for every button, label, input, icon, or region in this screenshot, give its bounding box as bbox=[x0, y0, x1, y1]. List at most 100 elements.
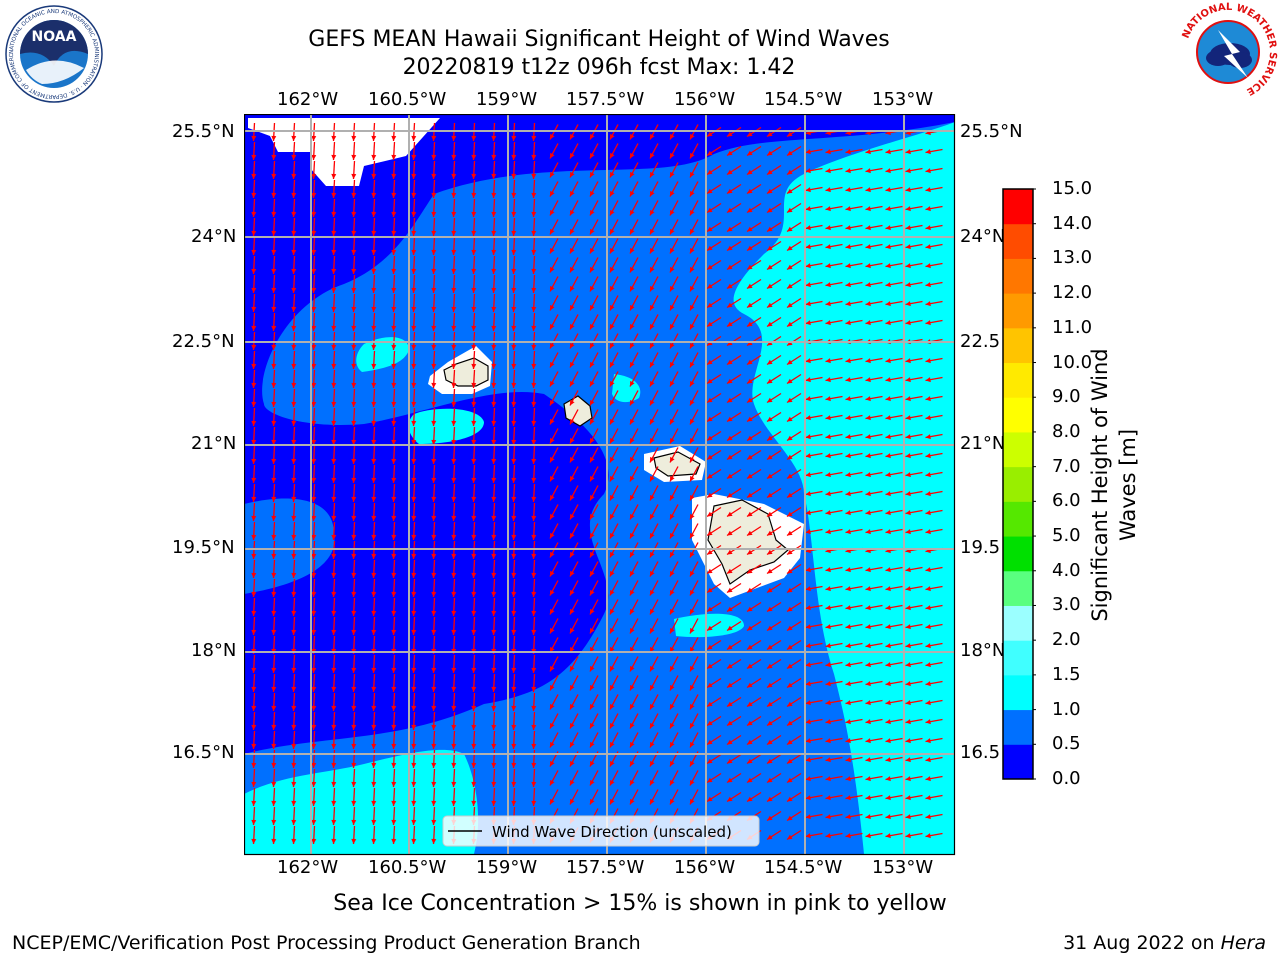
wave-direction-arrowhead bbox=[650, 209, 655, 216]
wave-direction-arrowhead bbox=[925, 529, 931, 535]
wave-direction-arrowhead bbox=[845, 776, 851, 782]
wave-direction-arrowhead bbox=[825, 453, 831, 459]
wave-direction-arrowhead bbox=[885, 434, 891, 440]
wave-direction-arrowhead bbox=[391, 211, 397, 217]
wave-direction-arrowhead bbox=[351, 154, 357, 160]
wave-direction-arrowhead bbox=[610, 380, 615, 387]
wave-direction-arrowhead bbox=[391, 268, 397, 274]
wave-direction-arrowhead bbox=[371, 439, 377, 445]
wave-direction-arrowhead bbox=[411, 572, 417, 578]
wave-direction-arrowhead bbox=[411, 534, 417, 540]
wave-direction-arrowhead bbox=[767, 739, 773, 745]
wave-direction-arrowhead bbox=[391, 230, 397, 236]
wave-direction-arrowhead bbox=[825, 605, 831, 611]
lon-label-top: 159°W bbox=[476, 89, 538, 110]
wave-direction-arrowhead bbox=[491, 382, 497, 388]
wave-direction-arrowhead bbox=[351, 572, 357, 578]
wave-direction-arrowhead bbox=[865, 491, 871, 497]
wave-direction-arrowhead bbox=[411, 287, 417, 293]
wave-direction-arrowhead bbox=[767, 701, 773, 707]
wave-direction-arrowhead bbox=[590, 722, 595, 729]
wave-direction-arrowhead bbox=[531, 173, 537, 179]
wave-direction-arrowhead bbox=[610, 266, 615, 273]
wave-direction-arrowhead bbox=[251, 477, 257, 483]
wave-direction-arrowhead bbox=[845, 814, 851, 820]
wave-direction-arrowhead bbox=[825, 149, 831, 155]
wave-direction-arrowhead bbox=[570, 228, 575, 235]
wave-direction-arrowhead bbox=[511, 211, 517, 217]
wave-direction-arrowhead bbox=[905, 605, 911, 611]
wave-direction-arrowhead bbox=[707, 226, 713, 232]
wave-direction-arrowhead bbox=[747, 264, 753, 270]
wave-direction-arrowhead bbox=[491, 230, 497, 236]
wave-direction-arrowhead bbox=[291, 667, 297, 673]
wave-direction-arrowhead bbox=[767, 226, 773, 232]
wave-direction-arrowhead bbox=[905, 168, 911, 174]
wave-direction-arrowhead bbox=[690, 627, 695, 634]
wave-direction-arrowhead bbox=[690, 589, 695, 596]
wave-direction-arrowhead bbox=[590, 304, 595, 311]
wave-direction-arrowhead bbox=[251, 610, 257, 616]
wave-direction-arrowhead bbox=[690, 399, 695, 406]
wave-direction-arrowhead bbox=[311, 743, 317, 749]
wave-direction-arrowhead bbox=[431, 819, 437, 825]
wave-direction-arrowhead bbox=[885, 529, 891, 535]
wave-direction-arrowhead bbox=[805, 453, 811, 459]
wave-direction-arrowhead bbox=[845, 434, 851, 440]
lon-label-top: 154.5°W bbox=[764, 89, 843, 110]
wave-direction-arrowhead bbox=[471, 154, 477, 160]
chart-title-line1: GEFS MEAN Hawaii Significant Height of W… bbox=[308, 27, 890, 52]
wave-direction-arrowhead bbox=[885, 567, 891, 573]
wave-direction-arrowhead bbox=[787, 416, 793, 422]
wave-direction-arrowhead bbox=[471, 553, 477, 559]
wave-direction-arrowhead bbox=[650, 399, 655, 406]
wave-direction-arrowhead bbox=[670, 513, 675, 520]
wave-direction-arrowhead bbox=[570, 665, 575, 672]
wave-direction-arrowhead bbox=[311, 496, 317, 502]
wave-direction-arrowhead bbox=[885, 225, 891, 231]
wave-direction-arrowhead bbox=[787, 397, 793, 403]
wave-direction-arrowhead bbox=[925, 301, 931, 307]
wave-direction-arrowhead bbox=[471, 287, 477, 293]
wave-direction-arrowhead bbox=[805, 491, 811, 497]
wave-direction-arrowhead bbox=[727, 701, 733, 707]
wave-direction-arrowhead bbox=[291, 496, 297, 502]
wave-direction-arrowhead bbox=[787, 587, 793, 593]
colorbar-segment bbox=[1003, 744, 1033, 780]
wave-direction-arrowhead bbox=[825, 168, 831, 174]
wave-direction-arrowhead bbox=[925, 662, 931, 668]
wave-direction-arrowhead bbox=[471, 477, 477, 483]
wave-direction-arrowhead bbox=[531, 287, 537, 293]
wave-direction-arrowhead bbox=[767, 454, 773, 460]
wave-direction-arrowhead bbox=[590, 779, 595, 786]
wave-direction-arrowhead bbox=[865, 605, 871, 611]
wave-direction-arrowhead bbox=[491, 173, 497, 179]
wave-direction-arrowhead bbox=[630, 456, 635, 463]
wave-direction-arrowhead bbox=[787, 264, 793, 270]
wave-direction-arrowhead bbox=[885, 681, 891, 687]
wave-direction-arrowhead bbox=[331, 800, 337, 806]
wave-direction-arrowhead bbox=[511, 344, 517, 350]
wave-direction-arrowhead bbox=[570, 684, 575, 691]
wave-direction-arrowhead bbox=[610, 570, 615, 577]
wave-direction-arrowhead bbox=[767, 644, 773, 650]
footer-org: NCEP/EMC/Verification Post Processing Pr… bbox=[12, 932, 641, 954]
wave-direction-arrowhead bbox=[590, 285, 595, 292]
wave-direction-arrowhead bbox=[371, 781, 377, 787]
wave-direction-arrowhead bbox=[690, 513, 695, 520]
wave-direction-arrowhead bbox=[570, 627, 575, 634]
wave-direction-arrowhead bbox=[905, 263, 911, 269]
wave-direction-arrowhead bbox=[727, 511, 733, 517]
wave-direction-arrowhead bbox=[707, 739, 713, 745]
wave-direction-arrowhead bbox=[845, 833, 851, 839]
wave-direction-arrowhead bbox=[727, 131, 733, 137]
wave-direction-arrowhead bbox=[371, 496, 377, 502]
wave-direction-arrowhead bbox=[670, 475, 675, 482]
wave-direction-arrowhead bbox=[787, 473, 793, 479]
wave-direction-arrowhead bbox=[431, 800, 437, 806]
wave-direction-arrowhead bbox=[787, 454, 793, 460]
wave-direction-arrowhead bbox=[251, 838, 257, 844]
wave-direction-arrowhead bbox=[690, 380, 695, 387]
wave-direction-arrowhead bbox=[371, 686, 377, 692]
wave-direction-arrowhead bbox=[925, 510, 931, 516]
